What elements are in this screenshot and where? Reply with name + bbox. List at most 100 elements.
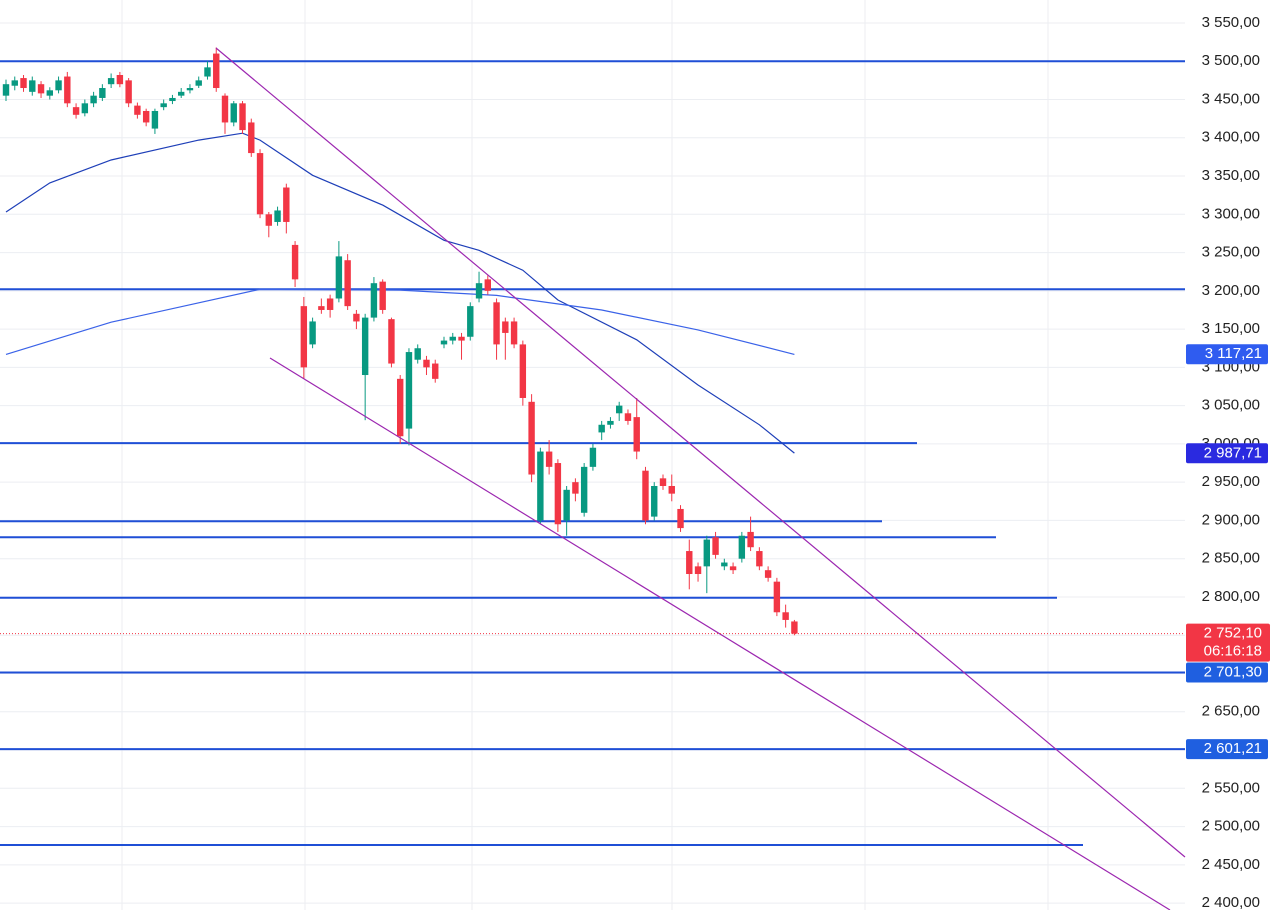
candle-body xyxy=(414,348,421,360)
candle-body xyxy=(20,78,27,89)
candle-body xyxy=(361,317,369,376)
candle-body xyxy=(388,319,395,364)
candle-body xyxy=(55,80,62,91)
price-label: 2 701,30 xyxy=(1204,663,1262,680)
candle-body xyxy=(651,485,658,517)
candle-body xyxy=(467,306,474,337)
candle-body xyxy=(72,107,80,115)
price-label: 2 987,71 xyxy=(1204,444,1262,461)
candle-body xyxy=(738,535,746,559)
y-tick-label: 2 650,00 xyxy=(1202,703,1260,720)
candle-body xyxy=(703,539,710,567)
candle-body xyxy=(423,359,430,368)
candle-body xyxy=(686,551,693,575)
candle-body xyxy=(265,214,272,226)
levels xyxy=(0,60,1185,846)
candle-body xyxy=(300,306,308,368)
candle-body xyxy=(729,566,737,571)
candle-body xyxy=(248,122,255,154)
candle-body xyxy=(178,91,185,96)
candle-body xyxy=(633,417,640,452)
candle-body xyxy=(782,612,789,620)
candle-body xyxy=(151,110,159,129)
y-tick-label: 3 350,00 xyxy=(1202,167,1260,184)
candle-body xyxy=(598,424,605,433)
candle-body xyxy=(440,340,448,345)
trend-lines xyxy=(215,47,1186,911)
candle-body xyxy=(502,321,509,333)
candle-body xyxy=(528,401,535,475)
candle-body xyxy=(125,80,132,104)
candle-body xyxy=(116,75,124,85)
price-label-box xyxy=(1186,443,1268,464)
candle-body xyxy=(712,537,719,555)
candle-body xyxy=(213,53,220,89)
candle-body xyxy=(563,489,570,521)
moving-averages xyxy=(5,132,795,454)
candle-body xyxy=(370,283,378,318)
y-tick-label: 3 200,00 xyxy=(1202,282,1260,299)
candle-body xyxy=(344,260,351,307)
y-tick-label: 2 400,00 xyxy=(1202,894,1260,910)
candle-body xyxy=(64,76,71,104)
y-tick-label: 3 050,00 xyxy=(1202,397,1260,414)
candle-body xyxy=(642,470,649,521)
candle-body xyxy=(458,336,465,341)
candle-body xyxy=(545,451,553,467)
candle-body xyxy=(318,306,325,310)
candle-body xyxy=(519,344,527,398)
y-tick-label: 2 800,00 xyxy=(1202,588,1260,605)
candle-body xyxy=(537,451,544,521)
candle-body xyxy=(607,420,614,425)
candle-body xyxy=(449,336,456,341)
candle-body xyxy=(2,84,10,96)
candle-body xyxy=(554,463,562,525)
y-tick-label: 3 450,00 xyxy=(1202,90,1260,107)
candle-body xyxy=(475,283,483,299)
candle-body xyxy=(677,508,684,529)
candle-body xyxy=(353,313,360,322)
candle-body xyxy=(747,531,754,548)
y-tick-label: 3 250,00 xyxy=(1202,244,1260,261)
candle-body xyxy=(773,581,781,613)
candle-body xyxy=(668,485,675,494)
candle-body xyxy=(589,447,597,467)
candle-body xyxy=(291,244,299,280)
candle-body xyxy=(694,566,702,575)
y-tick-label: 3 400,00 xyxy=(1202,129,1260,146)
candle-body xyxy=(46,90,53,96)
candle-body xyxy=(239,103,246,131)
candle-body xyxy=(99,88,106,98)
y-tick-label: 3 500,00 xyxy=(1202,52,1260,69)
price-label-box xyxy=(1186,739,1268,760)
candle-body xyxy=(379,281,386,310)
candle-body xyxy=(309,321,316,345)
candle-body xyxy=(221,95,229,123)
candle-body xyxy=(186,88,194,91)
y-tick-label: 2 550,00 xyxy=(1202,779,1260,796)
candle-body xyxy=(29,80,36,92)
price-label-box xyxy=(1186,344,1268,365)
vertical-grid xyxy=(121,0,1049,910)
countdown: 06:16:18 xyxy=(1204,643,1262,660)
candle-body xyxy=(195,80,202,86)
candle-body xyxy=(37,84,45,94)
candle-body xyxy=(659,478,667,486)
candle-body xyxy=(134,105,141,115)
price-label: 2 752,10 xyxy=(1204,625,1262,642)
candle-body xyxy=(397,378,404,437)
candle-body xyxy=(510,321,518,345)
candle-body xyxy=(764,570,772,578)
candle-body xyxy=(405,352,413,429)
candle-body xyxy=(283,187,290,222)
candle-body xyxy=(572,482,579,494)
candle-body xyxy=(432,363,439,379)
y-tick-label: 2 900,00 xyxy=(1202,511,1260,528)
y-tick-label: 2 850,00 xyxy=(1202,550,1260,567)
candle-body xyxy=(335,256,343,299)
y-tick-label: 2 950,00 xyxy=(1202,473,1260,490)
candle-body xyxy=(160,103,167,108)
